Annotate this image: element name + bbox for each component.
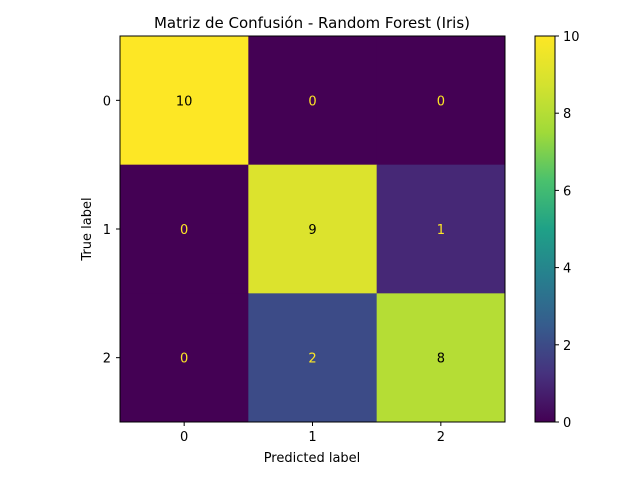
- y-axis: 0 1 2: [103, 94, 120, 367]
- colorbar-gradient: [534, 35, 556, 423]
- heatmap-cell: [120, 164, 249, 294]
- y-tick-label: 1: [103, 223, 111, 238]
- colorbar-tick-label: 4: [563, 262, 571, 277]
- y-tick-label: 0: [103, 94, 111, 109]
- colorbar: 0 2 4 6 8 10: [534, 30, 580, 431]
- x-tick-label: 1: [308, 430, 316, 445]
- y-tick-label: 2: [103, 352, 111, 367]
- colorbar-tick-label: 10: [563, 30, 580, 45]
- cell-value-label: 0: [180, 352, 188, 367]
- x-tick-label: 2: [437, 430, 445, 445]
- x-tick-label: 0: [180, 430, 188, 445]
- cell-value-label: 2: [308, 352, 316, 367]
- heatmap-cell: [248, 293, 378, 423]
- colorbar-tick-label: 8: [563, 107, 571, 122]
- cell-value-label: 8: [437, 352, 445, 367]
- colorbar-ticks: 0 2 4 6 8 10: [555, 30, 580, 431]
- heatmap-cell: [120, 36, 249, 166]
- x-axis: 0 1 2: [180, 422, 445, 445]
- colorbar-tick-label: 0: [563, 416, 571, 431]
- y-axis-label: True label: [80, 197, 95, 261]
- heatmap-cell: [248, 164, 378, 294]
- cell-value-label: 0: [437, 94, 445, 109]
- colorbar-tick-label: 6: [563, 184, 571, 199]
- heatmap-grid: 10 0 00 9 10 2 8: [120, 36, 506, 423]
- cell-value-label: 0: [180, 223, 188, 238]
- heatmap-cell: [376, 293, 506, 423]
- chart-title: Matriz de Confusión - Random Forest (Iri…: [154, 14, 470, 32]
- cell-value-label: 1: [437, 223, 445, 238]
- heatmap-cell: [248, 36, 378, 166]
- cell-value-label: 9: [308, 223, 316, 238]
- heatmap-cell: [376, 164, 506, 294]
- x-axis-label: Predicted label: [264, 451, 361, 466]
- heatmap-cell: [120, 293, 249, 423]
- cell-value-label: 10: [176, 94, 193, 109]
- cell-value-label: 0: [308, 94, 316, 109]
- colorbar-tick-label: 2: [563, 339, 571, 354]
- heatmap-cell: [376, 36, 506, 166]
